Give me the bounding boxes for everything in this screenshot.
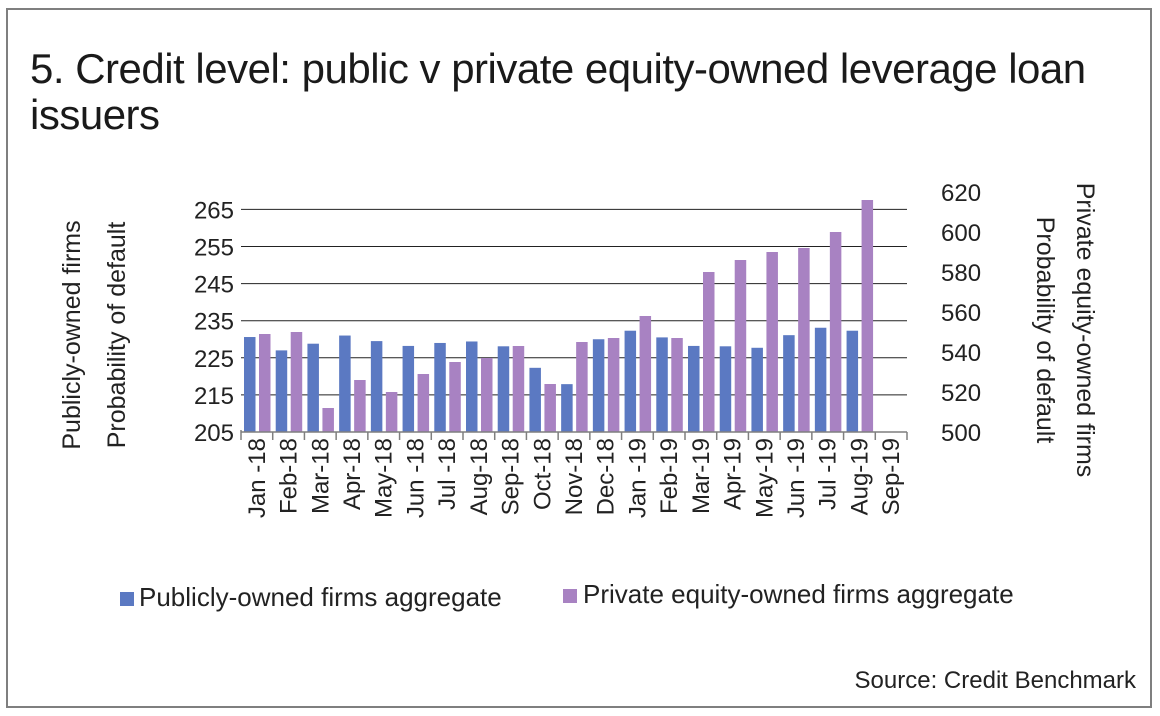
x-tick-label: Feb-18 — [276, 438, 303, 514]
x-tick-label: Jun -19 — [783, 438, 810, 518]
bar-public — [244, 337, 256, 432]
left-tick-label: 265 — [194, 197, 234, 224]
bar-public — [783, 335, 795, 432]
x-tick-label: Jul -19 — [815, 438, 842, 510]
chart-frame: 5. Credit level: public v private equity… — [6, 8, 1152, 708]
bar-public — [688, 345, 700, 432]
bar-private — [512, 346, 525, 432]
left-tick-label: 245 — [194, 272, 234, 299]
bar-public — [592, 339, 605, 432]
x-tick-label: Mar-19 — [688, 438, 715, 514]
right-tick-label: 540 — [941, 340, 981, 367]
bar-public — [751, 347, 763, 432]
bar-private — [798, 248, 810, 432]
x-tick-label: Jan -19 — [624, 438, 651, 518]
bar-public — [434, 342, 446, 432]
left-tick-label: 205 — [194, 420, 234, 447]
x-tick-label: Jul -18 — [434, 438, 461, 510]
bar-private — [481, 358, 493, 432]
bar-private — [829, 232, 842, 432]
right-tick-label: 500 — [941, 420, 981, 447]
left-tick-label: 225 — [194, 346, 234, 373]
bar-public — [466, 341, 478, 432]
x-tick-label: Sep-18 — [498, 438, 525, 515]
x-tick-label: Aug-19 — [846, 438, 873, 515]
x-tick-label: Sep-19 — [878, 438, 905, 515]
bar-private — [734, 260, 747, 432]
x-tick-label: May-18 — [371, 438, 398, 518]
x-tick-label: Apr-18 — [339, 438, 366, 510]
left-axis-title-line1: Publicly-owned firms — [58, 220, 86, 449]
bar-public — [814, 327, 827, 432]
bar-private — [259, 334, 271, 432]
right-tick-label: 620 — [941, 180, 981, 207]
right-axis-title-line2: Probability of default — [1031, 217, 1059, 444]
bar-public — [846, 330, 859, 432]
left-axis-ticks: 205 215 225 235 245 255 265 — [194, 197, 234, 447]
bar-public — [624, 330, 637, 432]
x-tick-label: Oct-18 — [529, 438, 556, 510]
bar-private — [861, 200, 874, 432]
legend-label-private: Private equity-owned firms aggregate — [583, 579, 1014, 609]
bar-private — [639, 316, 652, 432]
right-axis-title-line1: Private equity-owned firms — [1071, 183, 1099, 478]
bar-public — [370, 341, 383, 432]
bar-public — [719, 346, 732, 432]
left-axis-title-line2: Probability of default — [103, 222, 131, 449]
bars — [244, 200, 874, 432]
left-tick-label: 255 — [194, 235, 234, 262]
bar-private — [607, 338, 620, 432]
left-tick-label: 215 — [194, 383, 234, 410]
bar-private — [766, 252, 778, 432]
x-tick-label: May-19 — [751, 438, 778, 518]
right-tick-label: 580 — [941, 260, 981, 287]
right-axis-ticks: 500 520 540 560 580 600 620 — [941, 180, 981, 447]
bar-private — [417, 374, 430, 432]
bar-private — [290, 332, 303, 432]
x-tick-label: Nov-18 — [561, 438, 588, 515]
x-tick-label: Dec-18 — [593, 438, 620, 515]
bar-public — [656, 337, 668, 432]
bar-private — [385, 392, 398, 432]
x-tick-label: Feb-19 — [656, 438, 683, 514]
gridlines — [241, 208, 907, 396]
bar-private — [449, 362, 461, 432]
legend-swatch-private — [563, 589, 577, 603]
left-tick-label: 235 — [194, 309, 234, 336]
right-tick-label: 560 — [941, 300, 981, 327]
x-axis-ticks: Jan -18 Feb-18 Mar-18 Apr-18 May-18 Jun -18 Ju… — [244, 438, 905, 518]
bar-public — [497, 346, 510, 432]
chart-title: 5. Credit level: public v private equity… — [30, 45, 1086, 138]
legend-label-public: Publicly-owned firms aggregate — [139, 582, 502, 612]
x-tick-label: Apr-19 — [720, 438, 747, 510]
bar-private — [322, 408, 334, 432]
legend: Publicly-owned firms aggregate Private e… — [120, 579, 1014, 612]
bar-public — [339, 335, 351, 432]
source-note: Source: Credit Benchmark — [854, 667, 1136, 694]
right-tick-label: 520 — [941, 380, 981, 407]
bar-private — [576, 342, 588, 432]
x-tick-label: Jan -18 — [244, 438, 271, 518]
x-tick-label: Mar-18 — [307, 438, 334, 514]
bar-public — [561, 384, 573, 432]
bar-public — [402, 345, 415, 432]
x-tick-label: Aug-18 — [466, 438, 493, 515]
axes — [240, 430, 908, 440]
legend-swatch-public — [120, 592, 134, 606]
bar-public — [307, 343, 319, 432]
bar-public — [275, 350, 288, 432]
right-tick-label: 600 — [941, 220, 981, 247]
bar-private — [703, 272, 715, 432]
bar-private — [671, 338, 683, 432]
bar-private — [354, 380, 366, 432]
bar-public — [529, 367, 541, 432]
x-tick-label: Jun -18 — [402, 438, 429, 518]
bar-private — [544, 384, 556, 432]
